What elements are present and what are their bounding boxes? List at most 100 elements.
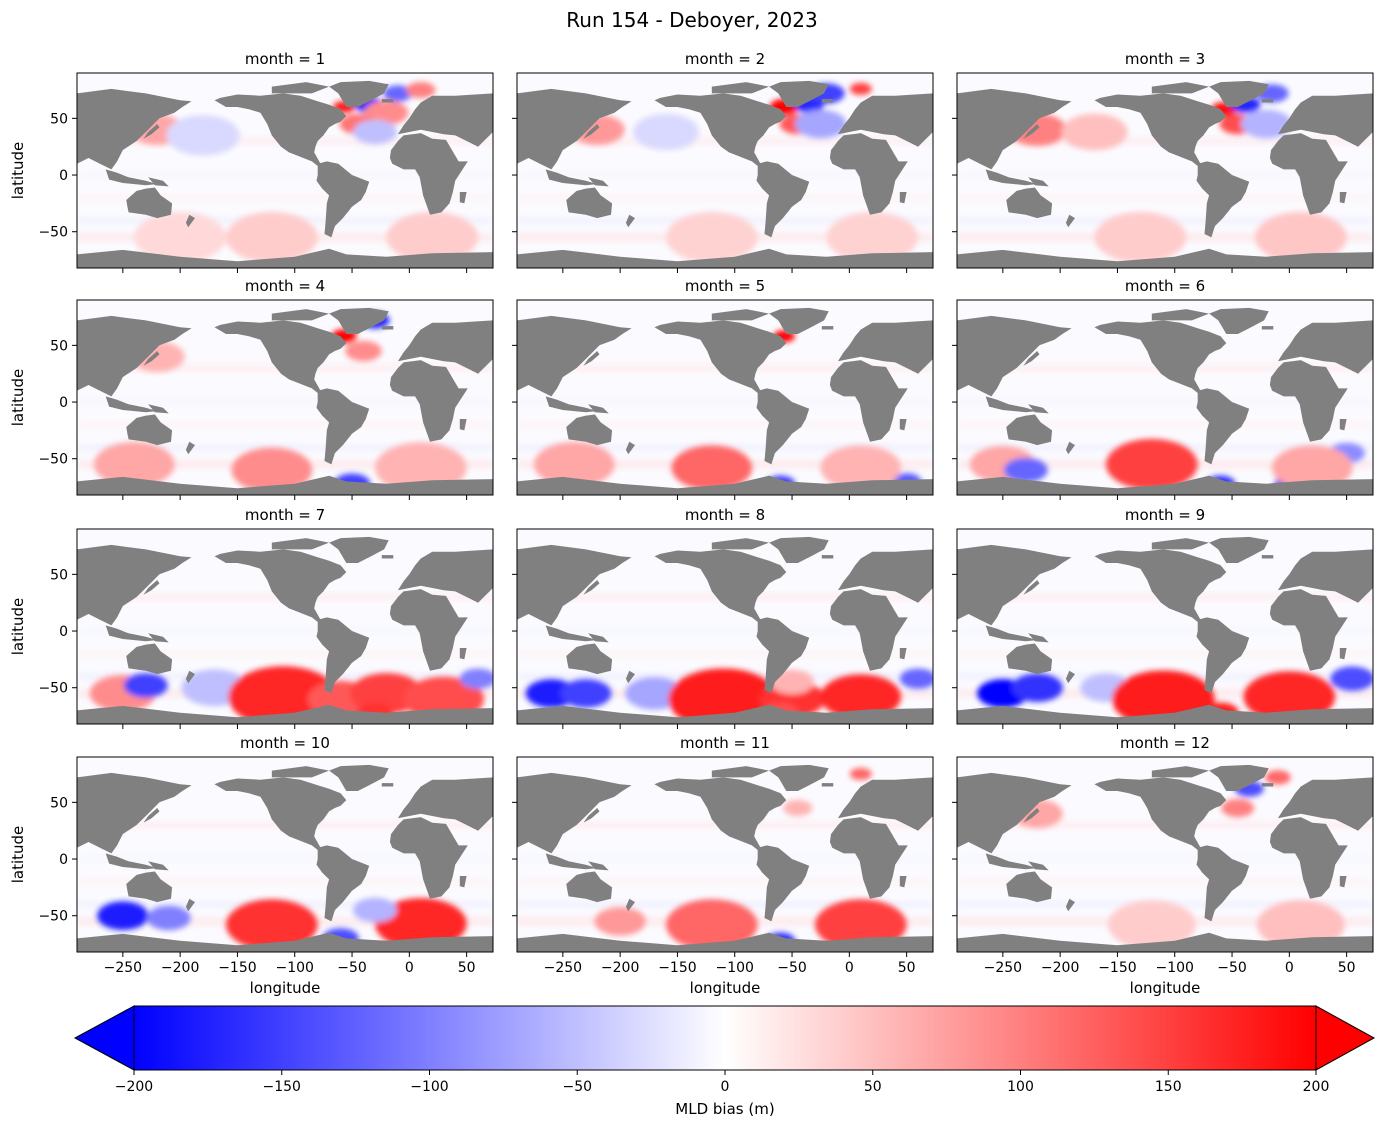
land-mass xyxy=(957,88,1072,170)
land-mass xyxy=(517,315,632,397)
land-mass xyxy=(821,99,834,103)
land-mass xyxy=(459,419,467,431)
land-mass xyxy=(711,766,770,778)
panel-frame xyxy=(956,756,1374,953)
land-mass xyxy=(769,764,829,791)
land-mass xyxy=(329,307,389,334)
x-tick-label: −100 xyxy=(716,960,754,976)
zonal-band xyxy=(77,420,493,430)
panel-title: month = 1 xyxy=(245,50,325,68)
land-mass xyxy=(985,625,1038,642)
land-mass xyxy=(837,93,933,147)
land-mass xyxy=(381,783,394,787)
bias-feature xyxy=(374,898,467,950)
land-mass xyxy=(397,320,493,374)
colorbar-extend-high xyxy=(1315,1005,1376,1071)
land-mass xyxy=(837,549,933,603)
land-mass xyxy=(77,88,192,170)
bias-feature xyxy=(345,340,382,362)
bias-feature xyxy=(1240,109,1293,139)
land-mass xyxy=(985,853,1038,870)
land-mass xyxy=(126,871,173,903)
land-mass xyxy=(389,589,468,671)
land-mass xyxy=(1151,82,1210,94)
bias-feature xyxy=(406,81,436,99)
y-tick-label: 50 xyxy=(50,338,68,354)
bias-feature xyxy=(97,901,149,931)
bias-feature xyxy=(1221,798,1255,818)
land-mass xyxy=(459,876,467,888)
land-mass xyxy=(214,320,347,393)
land-mass xyxy=(756,845,810,922)
map-panel: month = 4 50 0 −50 latitude xyxy=(9,277,494,500)
zonal-band xyxy=(517,649,933,659)
land-mass xyxy=(821,326,834,330)
land-mass xyxy=(1023,580,1040,595)
land-mass xyxy=(1151,766,1210,778)
bias-feature xyxy=(231,447,313,493)
land-mass xyxy=(769,80,829,107)
land-mass xyxy=(756,617,810,694)
panel-frame xyxy=(516,299,934,496)
y-tick-label: −50 xyxy=(38,681,68,697)
map-panel: month = 7 50 0 −50 latitude xyxy=(9,506,494,729)
colorbar-tick-label: −100 xyxy=(410,1079,448,1095)
panel-title: month = 3 xyxy=(1125,50,1205,68)
land-mass xyxy=(1196,617,1250,694)
land-mass xyxy=(1006,187,1053,219)
land-mass xyxy=(1209,80,1269,107)
land-mass xyxy=(316,845,370,922)
panel-title: month = 2 xyxy=(685,50,765,68)
land-mass xyxy=(1209,536,1269,563)
panel-frame xyxy=(76,528,494,725)
land-mass xyxy=(588,633,609,643)
bias-feature xyxy=(1271,445,1353,491)
land-mass xyxy=(517,475,933,495)
bias-feature xyxy=(93,441,175,487)
colorbar-tick-label: −150 xyxy=(263,1079,301,1095)
x-tick-label: −50 xyxy=(1217,960,1247,976)
panel-title: month = 6 xyxy=(1125,277,1205,295)
bias-feature xyxy=(783,799,813,817)
land-mass xyxy=(756,161,810,238)
panel-title: month = 7 xyxy=(245,506,325,524)
bias-feature xyxy=(820,674,902,720)
colorbar-label: MLD bias (m) xyxy=(675,1100,774,1118)
land-mass xyxy=(389,360,468,442)
zonal-band xyxy=(957,397,1373,407)
bias-feature xyxy=(1011,673,1063,703)
land-mass xyxy=(1209,764,1269,791)
x-tick-label: −250 xyxy=(984,960,1022,976)
land-mass xyxy=(756,388,810,465)
panel-title: month = 8 xyxy=(685,506,765,524)
bias-feature xyxy=(533,441,615,487)
x-tick-label: −150 xyxy=(218,960,256,976)
land-mass xyxy=(899,876,907,888)
land-mass xyxy=(397,93,493,147)
bias-feature xyxy=(632,113,699,151)
panel-title: month = 9 xyxy=(1125,506,1205,524)
bias-feature xyxy=(386,211,479,263)
x-tick-label: 50 xyxy=(458,960,476,976)
land-mass xyxy=(588,404,609,414)
land-mass xyxy=(77,704,493,724)
bias-feature xyxy=(1003,457,1048,483)
bias-feature xyxy=(665,899,758,951)
land-mass xyxy=(1269,360,1348,442)
colorbar-extend-low xyxy=(73,1005,135,1071)
land-mass xyxy=(625,214,635,228)
map-panel: month = 10 −250 −200 −150 −100 −50 0 50 longitud… xyxy=(9,734,494,997)
land-mass xyxy=(148,177,169,187)
land-mass xyxy=(1028,404,1049,414)
land-mass xyxy=(985,169,1038,186)
bias-feature xyxy=(849,767,872,781)
panel-grid: month = 1 50 0 −50 latitude month = 2 month = … xyxy=(9,50,1374,997)
y-tick-label: 0 xyxy=(59,168,68,184)
land-mass xyxy=(545,169,598,186)
y-tick-label: 0 xyxy=(59,624,68,640)
map-panel: month = 1 50 0 −50 latitude xyxy=(9,50,494,273)
zonal-band xyxy=(517,854,933,864)
land-mass xyxy=(566,871,613,903)
panel-title: month = 11 xyxy=(680,734,770,752)
land-mass xyxy=(1277,93,1373,147)
